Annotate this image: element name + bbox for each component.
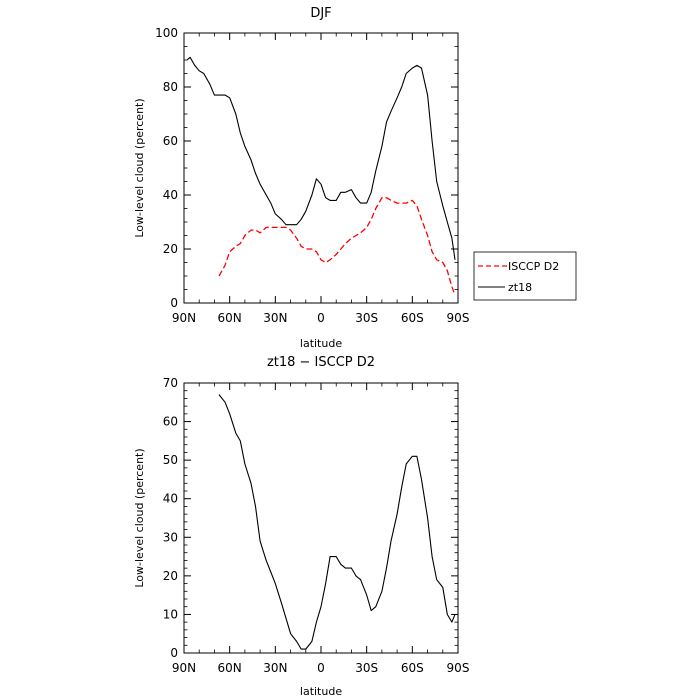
x-tick-label: 30N (263, 661, 287, 675)
chart-title: DJF (310, 6, 331, 21)
x-tick-label: 60N (218, 661, 242, 675)
chart-djf: DJF Low-level cloud (percent) latitude 0… (133, 6, 469, 350)
y-tick-label: 40 (163, 492, 178, 506)
x-tick-label: 30N (263, 311, 287, 325)
series-line-difference-0 (218, 394, 456, 650)
plot-frame (183, 32, 459, 304)
axis-ticks (183, 32, 459, 304)
series-lines (218, 394, 456, 650)
x-tick-label: 90N (172, 311, 196, 325)
legend: ISCCP D2 zt18 (473, 251, 577, 301)
x-tick-label: 0 (317, 311, 325, 325)
series-line-zt18 (186, 56, 456, 260)
y-axis-label: Low-level cloud (percent) (133, 448, 146, 587)
axis-ticks (183, 382, 459, 654)
x-tick-label: 60S (401, 311, 424, 325)
legend-label-zt18: zt18 (508, 281, 532, 294)
y-tick-label: 20 (163, 242, 178, 256)
y-tick-label: 60 (163, 415, 178, 429)
x-tick-label: 60N (218, 311, 242, 325)
legend-label-isccp: ISCCP D2 (508, 260, 559, 273)
y-tick-labels: 0 20 40 60 80 100 (155, 26, 178, 310)
series-lines (186, 56, 456, 296)
x-axis-label: latitude (300, 685, 342, 698)
x-tick-label: 30S (355, 661, 378, 675)
y-tick-label: 60 (163, 134, 178, 148)
plot-frame (183, 382, 459, 654)
y-tick-label: 10 (163, 607, 178, 621)
y-tick-label: 50 (163, 453, 178, 467)
y-tick-label: 80 (163, 80, 178, 94)
x-tick-labels: 90N 60N 30N 0 30S 60S 90S (172, 311, 470, 325)
legend-box (473, 251, 577, 301)
x-tick-label: 90S (447, 311, 470, 325)
x-tick-label: 0 (317, 661, 325, 675)
series-line-isccp-d2 (218, 197, 456, 296)
x-tick-label: 90S (447, 661, 470, 675)
y-tick-label: 40 (163, 188, 178, 202)
y-axis-label: Low-level cloud (percent) (133, 98, 146, 237)
x-tick-labels: 90N 60N 30N 0 30S 60S 90S (172, 661, 470, 675)
chart-title: zt18 − ISCCP D2 (267, 355, 375, 370)
x-tick-label: 90N (172, 661, 196, 675)
y-tick-labels: 0 10 20 30 40 50 60 70 (163, 376, 178, 660)
y-tick-label: 0 (170, 296, 178, 310)
x-tick-label: 30S (355, 311, 378, 325)
y-tick-label: 0 (170, 646, 178, 660)
y-tick-label: 100 (155, 26, 178, 40)
y-tick-label: 30 (163, 530, 178, 544)
y-tick-label: 20 (163, 569, 178, 583)
x-tick-label: 60S (401, 661, 424, 675)
chart-difference: zt18 − ISCCP D2 Low-level cloud (percent… (133, 355, 469, 698)
y-tick-label: 70 (163, 376, 178, 390)
x-axis-label: latitude (300, 337, 342, 350)
